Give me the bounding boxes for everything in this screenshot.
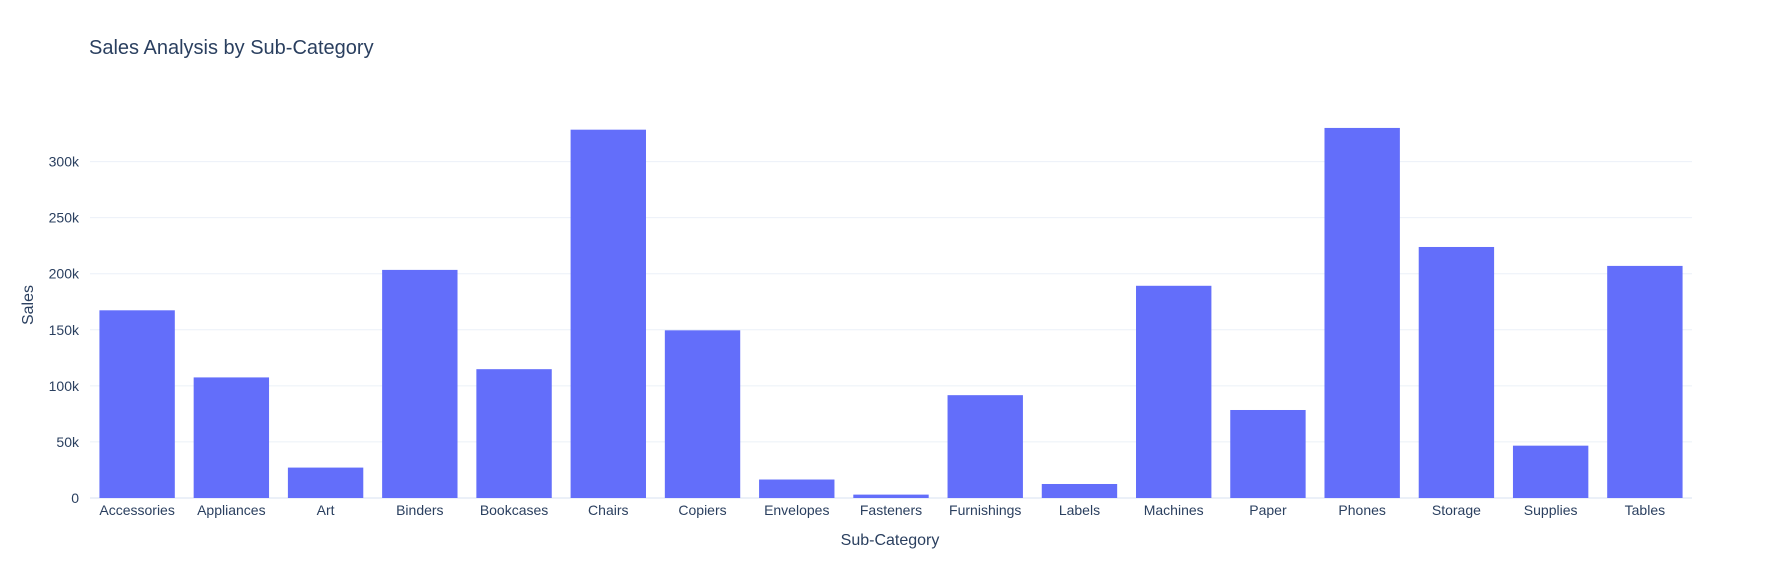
bar-tables[interactable] xyxy=(1607,265,1683,498)
bars xyxy=(99,127,1683,499)
y-tick-label: 250k xyxy=(49,210,80,226)
y-tick-label: 150k xyxy=(49,322,80,338)
x-axis-title: Sub-Category xyxy=(841,532,940,549)
bar-chairs[interactable] xyxy=(570,129,646,499)
bar-phones[interactable] xyxy=(1324,127,1400,498)
x-tick-label: Appliances xyxy=(197,502,266,518)
bar-furnishings[interactable] xyxy=(947,395,1023,498)
bar-machines[interactable] xyxy=(1136,285,1212,498)
bar-bookcases[interactable] xyxy=(476,369,552,498)
x-tick-label: Furnishings xyxy=(949,502,1021,518)
x-tick-label: Envelopes xyxy=(764,502,829,518)
bar-art[interactable] xyxy=(287,467,364,498)
x-tick-label: Supplies xyxy=(1524,502,1578,518)
y-tick-label: 300k xyxy=(49,154,80,170)
x-tick-label: Tables xyxy=(1625,502,1665,518)
bar-storage[interactable] xyxy=(1418,246,1495,498)
y-tick-label: 200k xyxy=(49,266,80,282)
x-tick-label: Storage xyxy=(1432,502,1481,518)
bar-supplies[interactable] xyxy=(1512,445,1589,498)
bar-binders[interactable] xyxy=(382,269,458,498)
bar-labels[interactable] xyxy=(1041,483,1118,498)
x-tick-label: Copiers xyxy=(678,502,726,518)
x-tick-label: Machines xyxy=(1144,502,1204,518)
y-tick-label: 0 xyxy=(71,490,79,506)
x-tick-label: Fasteners xyxy=(860,502,922,518)
y-axis-ticks: 0 50k 100k 150k 200k 250k 300k xyxy=(49,154,80,506)
bar-accessories[interactable] xyxy=(99,310,175,498)
bar-paper[interactable] xyxy=(1230,409,1306,498)
bar-fasteners[interactable] xyxy=(853,494,929,498)
y-tick-label: 50k xyxy=(56,434,80,450)
x-tick-label: Labels xyxy=(1059,502,1100,518)
x-tick-label: Phones xyxy=(1338,502,1385,518)
bar-envelopes[interactable] xyxy=(759,479,835,498)
x-tick-label: Binders xyxy=(396,502,443,518)
y-axis-title: Sales xyxy=(20,285,37,325)
x-tick-label: Art xyxy=(317,502,335,518)
x-axis-ticks: Accessories Appliances Art Binders Bookcases… xyxy=(99,502,1665,518)
y-tick-label: 100k xyxy=(49,378,80,394)
bar-appliances[interactable] xyxy=(193,377,270,498)
x-tick-label: Paper xyxy=(1249,502,1287,518)
bar-copiers[interactable] xyxy=(664,330,741,498)
x-tick-label: Bookcases xyxy=(480,502,548,518)
x-tick-label: Chairs xyxy=(588,502,628,518)
chart-title: Sales Analysis by Sub-Category xyxy=(89,37,374,59)
x-tick-label: Accessories xyxy=(99,502,174,518)
